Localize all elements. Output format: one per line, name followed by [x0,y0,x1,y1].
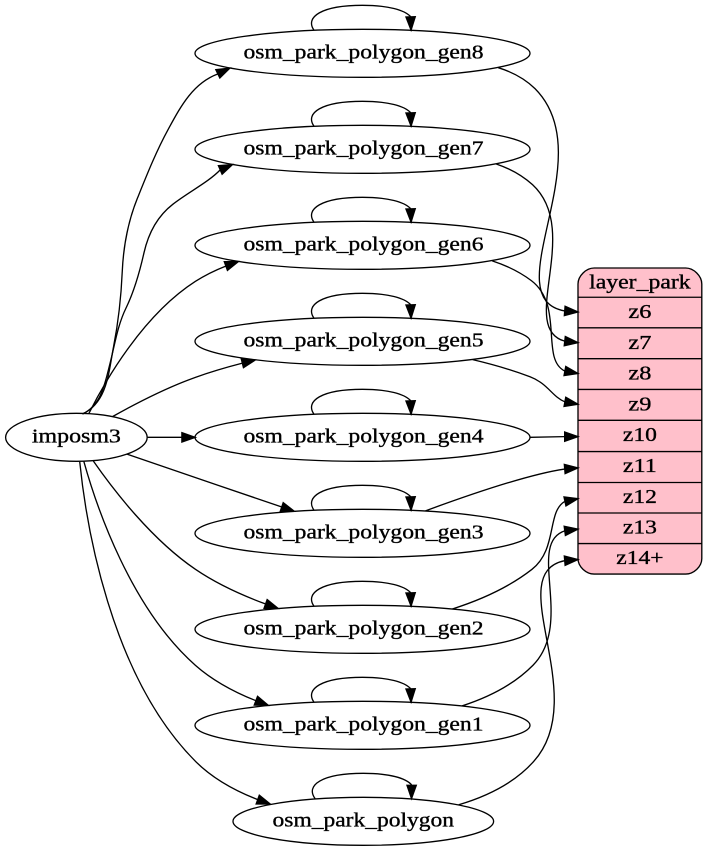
svg-text:osm_park_polygon_gen4: osm_park_polygon_gen4 [244,425,484,447]
svg-text:z9: z9 [628,393,651,415]
svg-text:z8: z8 [628,363,651,385]
svg-text:z12: z12 [623,486,657,508]
svg-text:osm_park_polygon_gen2: osm_park_polygon_gen2 [244,617,484,639]
svg-text:z14+: z14+ [616,547,663,569]
svg-text:osm_park_polygon_gen6: osm_park_polygon_gen6 [244,233,484,255]
svg-text:osm_park_polygon_gen8: osm_park_polygon_gen8 [244,41,484,63]
svg-text:imposm3: imposm3 [32,425,121,447]
svg-text:osm_park_polygon: osm_park_polygon [273,809,455,831]
svg-text:layer_park: layer_park [589,271,691,293]
svg-text:osm_park_polygon_gen3: osm_park_polygon_gen3 [244,521,484,543]
svg-text:z11: z11 [623,455,657,477]
svg-text:z10: z10 [623,424,657,446]
svg-text:osm_park_polygon_gen7: osm_park_polygon_gen7 [244,137,484,159]
svg-text:osm_park_polygon_gen5: osm_park_polygon_gen5 [244,329,484,351]
svg-text:z13: z13 [623,517,657,539]
svg-text:z7: z7 [628,332,651,354]
svg-text:osm_park_polygon_gen1: osm_park_polygon_gen1 [244,713,484,735]
svg-text:z6: z6 [628,301,651,323]
